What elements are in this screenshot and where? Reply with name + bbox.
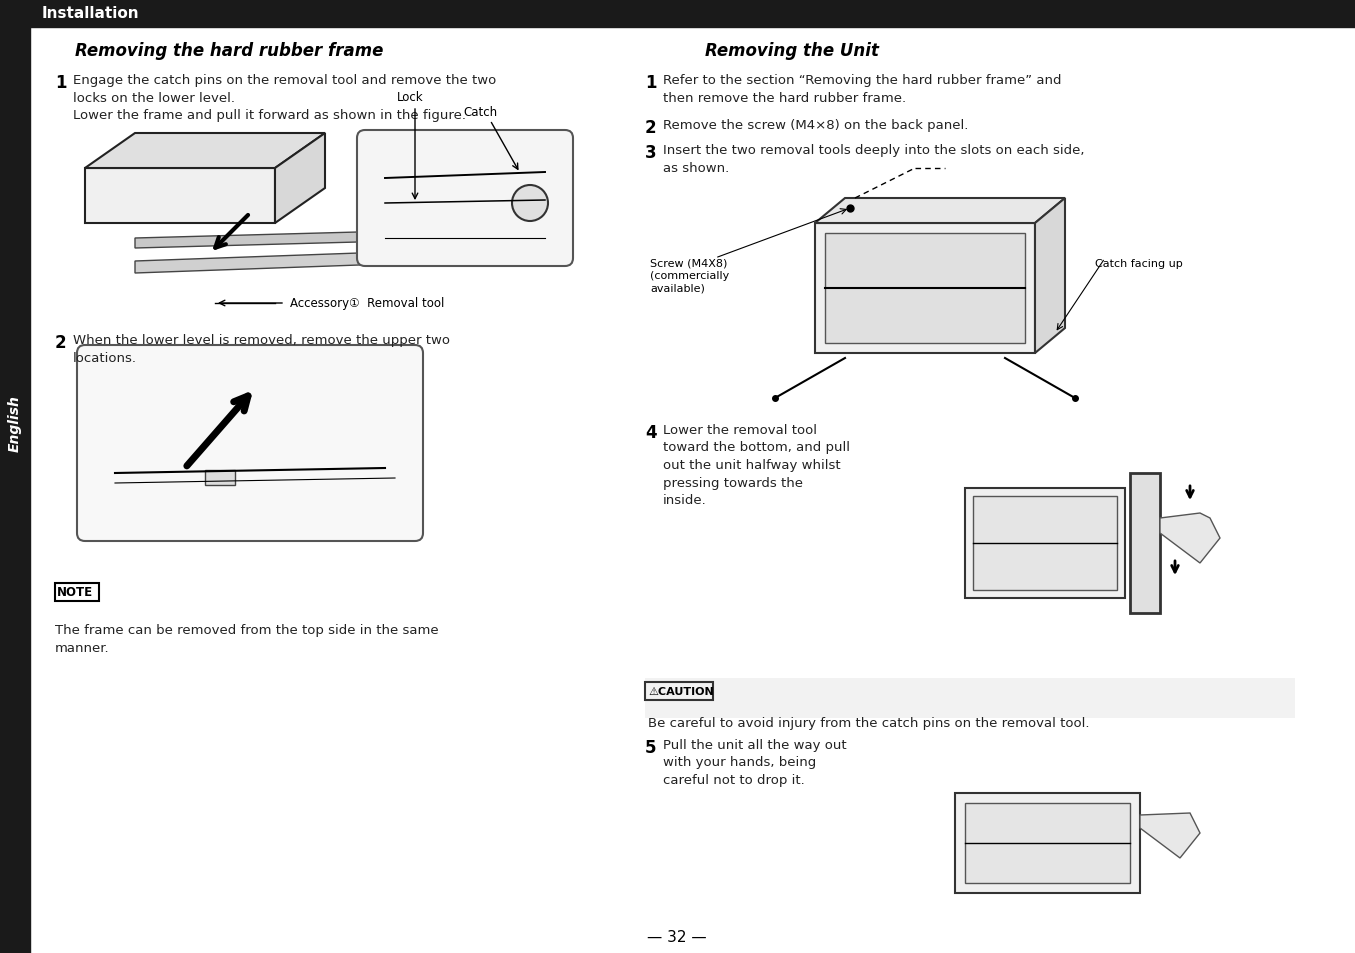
Text: ⚠CAUTION: ⚠CAUTION — [648, 686, 714, 697]
Text: The frame can be removed from the top side in the same
manner.: The frame can be removed from the top si… — [56, 623, 439, 654]
Text: Lock: Lock — [397, 91, 423, 104]
Text: Lower the removal tool
toward the bottom, and pull
out the unit halfway whilst
p: Lower the removal tool toward the bottom… — [663, 423, 850, 506]
Text: 2: 2 — [56, 334, 66, 352]
Text: NOTE: NOTE — [57, 586, 93, 598]
Polygon shape — [1140, 813, 1201, 858]
Text: Installation: Installation — [42, 7, 140, 22]
FancyBboxPatch shape — [356, 131, 573, 267]
Text: Removing the Unit: Removing the Unit — [705, 42, 879, 60]
Text: Accessory①  Removal tool: Accessory① Removal tool — [290, 297, 444, 310]
Bar — [814, 224, 1035, 354]
Text: 3: 3 — [645, 144, 657, 162]
Bar — [965, 803, 1130, 883]
Text: When the lower level is removed, remove the upper two
locations.: When the lower level is removed, remove … — [73, 334, 450, 364]
Text: Pull the unit all the way out
with your hands, being
careful not to drop it.: Pull the unit all the way out with your … — [663, 739, 847, 786]
Polygon shape — [275, 133, 325, 224]
Bar — [955, 793, 1140, 893]
Text: 1: 1 — [56, 74, 66, 91]
Bar — [56, 583, 99, 601]
Text: Be careful to avoid injury from the catch pins on the removal tool.: Be careful to avoid injury from the catc… — [648, 717, 1089, 729]
Bar — [645, 679, 1295, 719]
Polygon shape — [136, 252, 415, 274]
Text: 1: 1 — [645, 74, 657, 91]
Bar — [30, 0, 1355, 28]
Bar — [0, 0, 30, 953]
Circle shape — [512, 186, 547, 222]
Text: Catch facing up: Catch facing up — [1095, 258, 1183, 269]
Bar — [965, 489, 1125, 598]
Text: 2: 2 — [645, 119, 657, 137]
Polygon shape — [85, 133, 325, 169]
Text: Screw (M4X8)
(commercially
available): Screw (M4X8) (commercially available) — [650, 258, 729, 294]
Bar — [205, 471, 234, 485]
Polygon shape — [1160, 514, 1220, 563]
Polygon shape — [814, 199, 1065, 224]
Bar — [973, 497, 1117, 590]
Polygon shape — [136, 232, 396, 249]
Bar — [825, 233, 1024, 344]
Bar — [645, 682, 713, 700]
FancyBboxPatch shape — [77, 346, 423, 541]
Text: Insert the two removal tools deeply into the slots on each side,
as shown.: Insert the two removal tools deeply into… — [663, 144, 1084, 174]
Text: Removing the hard rubber frame: Removing the hard rubber frame — [75, 42, 383, 60]
Text: 5: 5 — [645, 739, 657, 757]
Text: English: English — [8, 395, 22, 452]
Polygon shape — [85, 169, 275, 224]
Text: Engage the catch pins on the removal tool and remove the two
locks on the lower : Engage the catch pins on the removal too… — [73, 74, 496, 122]
Text: Refer to the section “Removing the hard rubber frame” and
then remove the hard r: Refer to the section “Removing the hard … — [663, 74, 1061, 105]
Polygon shape — [1035, 199, 1065, 354]
Text: Catch: Catch — [463, 106, 497, 119]
Polygon shape — [1130, 474, 1160, 614]
Text: — 32 —: — 32 — — [648, 929, 707, 944]
Text: Remove the screw (M4×8) on the back panel.: Remove the screw (M4×8) on the back pane… — [663, 119, 969, 132]
Text: 4: 4 — [645, 423, 657, 441]
